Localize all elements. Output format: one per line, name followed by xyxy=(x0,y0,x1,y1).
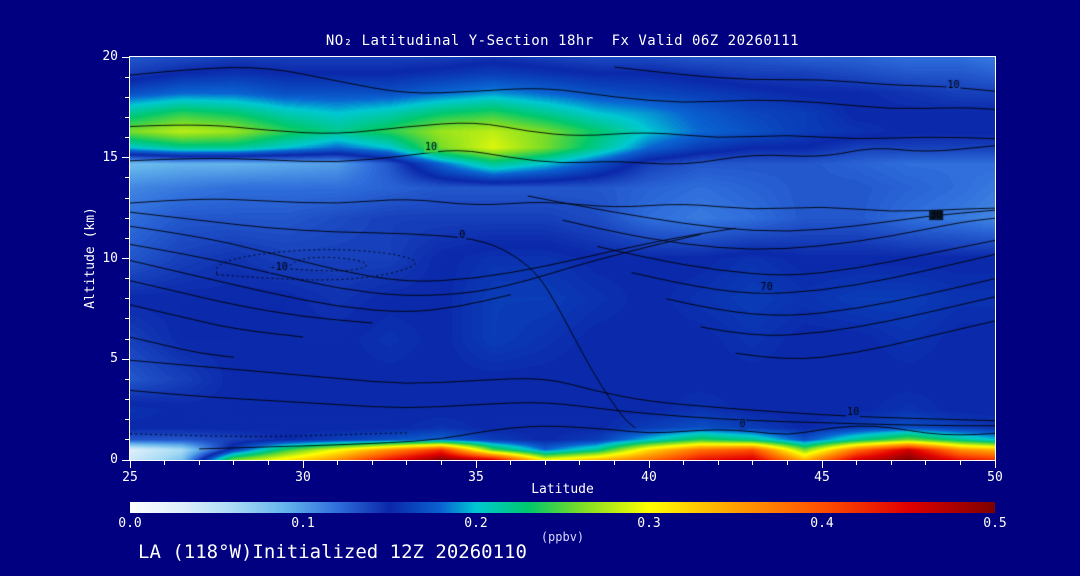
y-tick-label: 5 xyxy=(110,351,118,367)
x-tick-label: 40 xyxy=(641,470,657,485)
plot-title: NO₂ Latitudinal Y-Section 18hr Fx Valid … xyxy=(325,33,800,49)
x-tick-mark xyxy=(856,461,858,465)
x-tick-mark xyxy=(786,461,788,465)
y-tick-mark xyxy=(122,459,129,461)
x-tick-mark xyxy=(302,461,304,468)
x-tick-mark xyxy=(371,461,373,465)
y-tick-mark xyxy=(125,298,129,300)
y-tick-label: 20 xyxy=(102,49,118,64)
colorbar-units-label: (ppbv) xyxy=(540,530,585,544)
footer-run-info: LA (118°W)Initialized 12Z 20260110 xyxy=(138,541,527,563)
x-tick-mark xyxy=(440,461,442,465)
x-tick-mark xyxy=(337,461,339,465)
y-tick-mark xyxy=(125,96,129,98)
colorbar xyxy=(130,502,995,513)
x-tick-mark xyxy=(890,461,892,465)
colorbar-tick-label: 0.3 xyxy=(637,516,661,531)
x-tick-mark xyxy=(164,461,166,465)
x-tick-mark xyxy=(198,461,200,465)
colorbar-tick-label: 0.1 xyxy=(291,516,315,531)
y-tick-mark xyxy=(125,419,129,421)
x-tick-label: 50 xyxy=(987,470,1003,485)
x-tick-mark xyxy=(475,461,477,468)
y-tick-mark xyxy=(125,278,129,280)
y-tick-mark xyxy=(122,56,129,58)
plot-frame xyxy=(129,56,996,461)
y-tick-mark xyxy=(122,157,129,159)
y-tick-mark xyxy=(125,318,129,320)
heatmap-canvas xyxy=(130,57,995,460)
x-tick-mark xyxy=(717,461,719,465)
x-tick-mark xyxy=(994,461,996,468)
colorbar-tick-label: 0.4 xyxy=(810,516,834,531)
colorbar-tick-label: 0.2 xyxy=(464,516,488,531)
x-tick-mark xyxy=(406,461,408,465)
y-tick-label: 10 xyxy=(102,250,118,266)
y-tick-mark xyxy=(125,177,129,179)
y-tick-mark xyxy=(125,137,129,139)
x-tick-label: 35 xyxy=(468,470,484,485)
y-tick-mark xyxy=(125,197,129,199)
colorbar-tick-label: 0.5 xyxy=(983,516,1007,531)
y-tick-mark xyxy=(125,76,129,78)
y-tick-mark xyxy=(125,338,129,340)
x-tick-mark xyxy=(233,461,235,465)
x-axis-label: Latitude xyxy=(531,482,594,497)
y-tick-mark xyxy=(125,399,129,401)
x-tick-mark xyxy=(752,461,754,465)
y-tick-mark xyxy=(125,217,129,219)
y-tick-mark xyxy=(125,237,129,239)
x-tick-mark xyxy=(821,461,823,468)
x-tick-mark xyxy=(613,461,615,465)
x-tick-mark xyxy=(544,461,546,465)
x-tick-mark xyxy=(648,461,650,468)
x-tick-mark xyxy=(959,461,961,465)
x-tick-mark xyxy=(579,461,581,465)
y-tick-mark xyxy=(125,378,129,380)
y-tick-mark xyxy=(125,439,129,441)
colorbar-tick-label: 0.0 xyxy=(118,516,142,531)
y-tick-label: 15 xyxy=(102,149,118,165)
x-tick-label: 25 xyxy=(122,470,138,485)
x-tick-label: 30 xyxy=(295,470,311,485)
x-tick-mark xyxy=(267,461,269,465)
y-tick-mark xyxy=(122,258,129,259)
x-tick-mark xyxy=(683,461,685,465)
y-tick-label: 0 xyxy=(110,452,118,467)
y-tick-mark xyxy=(125,116,129,118)
x-tick-mark xyxy=(925,461,927,465)
x-tick-label: 45 xyxy=(814,470,830,485)
y-tick-mark xyxy=(122,358,129,360)
x-tick-mark xyxy=(510,461,512,465)
x-tick-mark xyxy=(129,461,131,468)
